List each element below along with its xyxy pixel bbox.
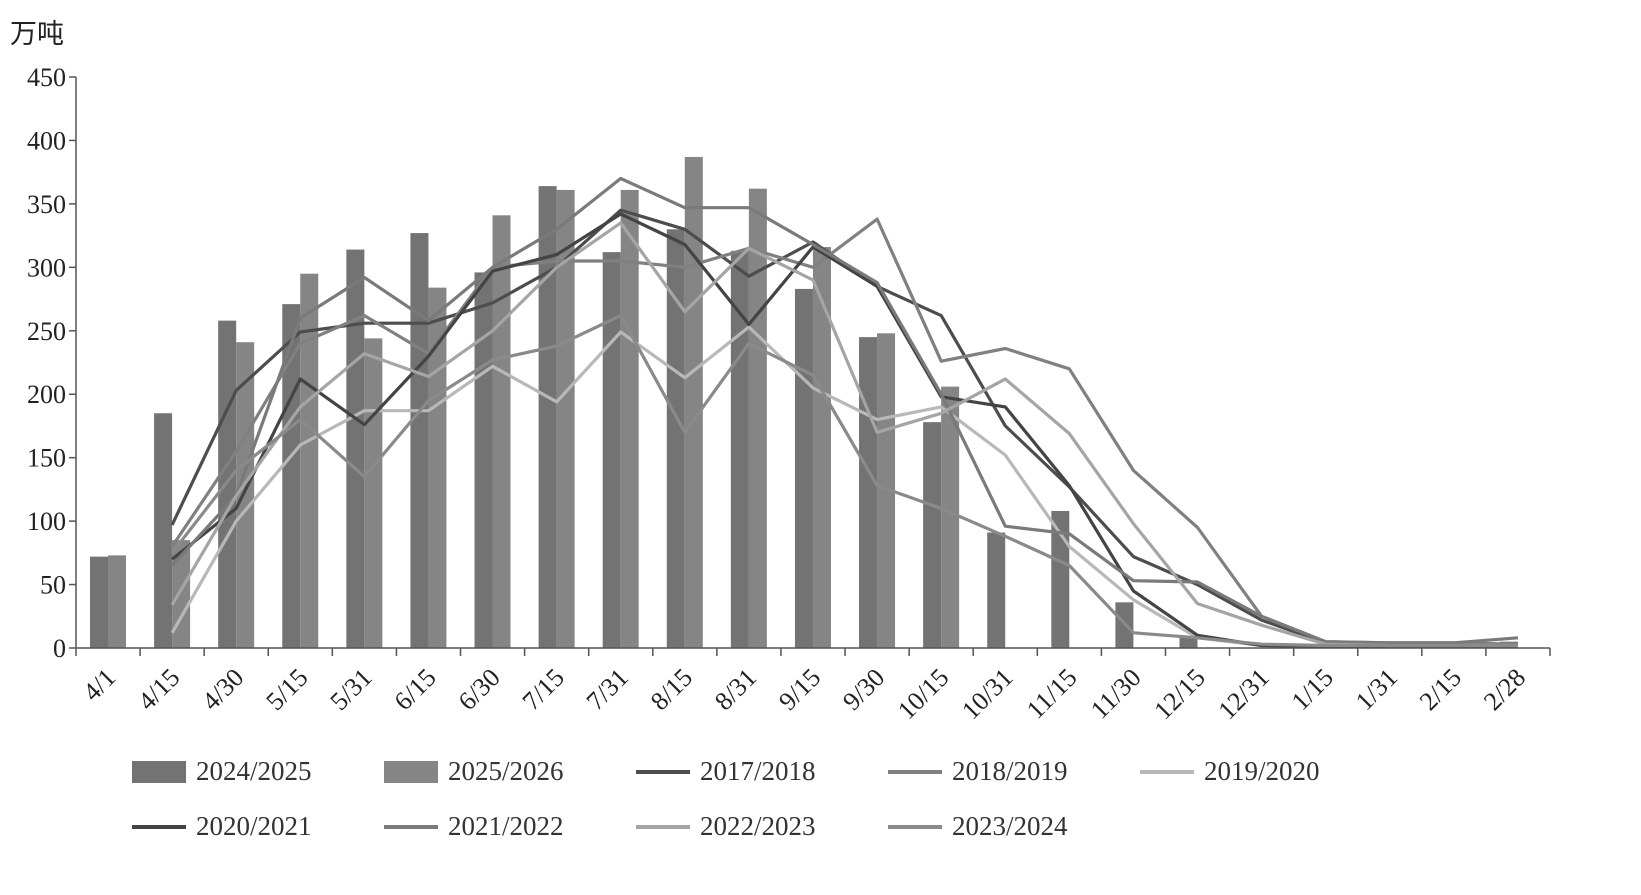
- y-tick-label: 200: [27, 380, 66, 409]
- bar-2025-2026-8-31: [748, 188, 767, 648]
- x-tick-label: 1/31: [1350, 663, 1403, 716]
- y-axis-unit-label: 万吨: [10, 19, 64, 50]
- legend-item: 2024/2025: [132, 756, 312, 787]
- bar-2025-2026-10-15: [941, 386, 960, 648]
- x-tick-label: 10/31: [956, 663, 1018, 725]
- bar-2024-2025-8-15: [666, 229, 685, 648]
- bar-2024-2025-7-15: [538, 186, 557, 648]
- x-tick-label: 11/15: [1021, 663, 1083, 725]
- x-tick-label: 7/15: [517, 663, 570, 716]
- legend-item: 2017/2018: [636, 756, 816, 787]
- legend-label: 2018/2019: [952, 756, 1068, 786]
- legend-swatch: [888, 769, 942, 774]
- bar-2025-2026-9-15: [812, 247, 831, 648]
- bar-2025-2026-5-31: [364, 338, 383, 648]
- legend-item: 2021/2022: [384, 811, 564, 842]
- legend-swatch: [1140, 769, 1194, 774]
- legend-swatch: [132, 760, 186, 783]
- x-tick-label: 9/30: [837, 663, 890, 716]
- legend-swatch: [888, 824, 942, 829]
- line-2022-2023: [170, 221, 1518, 648]
- y-tick-label: 250: [27, 317, 66, 346]
- line-2021-2022: [170, 176, 1519, 645]
- x-tick-label: 9/15: [773, 663, 826, 716]
- x-tick-label: 12/31: [1212, 663, 1274, 725]
- x-tick-label: 8/15: [645, 663, 698, 716]
- legend-swatch: [636, 824, 690, 829]
- bar-2024-2025-10-31: [987, 532, 1006, 648]
- legend-label: 2021/2022: [448, 811, 564, 841]
- x-tick-label: 4/15: [132, 663, 185, 716]
- x-tick-label: 1/15: [1286, 663, 1339, 716]
- bar-2025-2026-8-15: [684, 156, 703, 648]
- x-tick-label: 6/15: [389, 663, 442, 716]
- y-tick-label: 400: [27, 126, 66, 155]
- bar-2025-2026-6-30: [492, 215, 511, 648]
- y-tick-label: 100: [27, 507, 66, 536]
- bar-2024-2025-7-31: [602, 252, 621, 648]
- x-tick-label: 2/28: [1478, 663, 1531, 716]
- x-tick-label: 10/15: [892, 663, 954, 725]
- legend-item: 2020/2021: [132, 811, 312, 842]
- y-tick-label: 50: [40, 571, 66, 600]
- legend-item: 2022/2023: [636, 811, 816, 842]
- x-tick-label: 5/31: [324, 663, 377, 716]
- bar-2025-2026-6-15: [428, 287, 447, 648]
- legend-label: 2020/2021: [196, 811, 312, 841]
- legend-swatch: [636, 769, 690, 774]
- bar-2024-2025-4-15: [154, 413, 173, 648]
- x-tick-label: 6/30: [453, 663, 506, 716]
- x-tick-label: 7/31: [581, 663, 634, 716]
- bar-2024-2025-8-31: [730, 250, 749, 649]
- y-tick-label: 350: [27, 190, 66, 219]
- x-tick-label: 5/15: [260, 663, 313, 716]
- y-tick-label: 450: [27, 63, 66, 92]
- bar-2025-2026-7-31: [620, 189, 639, 649]
- legend-label: 2019/2020: [1204, 756, 1320, 786]
- x-tick-label: 11/30: [1085, 663, 1147, 725]
- x-tick-label: 4/30: [196, 663, 249, 716]
- x-tick-label: 12/15: [1148, 663, 1210, 725]
- legend-swatch: [384, 824, 438, 829]
- bar-2024-2025-9-15: [794, 288, 813, 648]
- legend-label: 2022/2023: [700, 811, 816, 841]
- legend-item: 2019/2020: [1140, 756, 1320, 787]
- legend-item: 2023/2024: [888, 811, 1068, 842]
- legend-item: 2025/2026: [384, 756, 564, 787]
- bar-2024-2025-12-15: [1179, 637, 1198, 648]
- legend-swatch: [132, 824, 186, 829]
- bar-2024-2025-11-15: [1051, 510, 1070, 648]
- legend-label: 2023/2024: [952, 811, 1068, 841]
- bar-2024-2025-9-30: [859, 337, 878, 648]
- legend-swatch: [384, 760, 438, 783]
- y-tick-label: 300: [27, 253, 66, 282]
- bar-2025-2026-5-15: [300, 273, 319, 648]
- legend-label: 2024/2025: [196, 756, 312, 786]
- legend-label: 2025/2026: [448, 756, 564, 786]
- bar-2024-2025-5-31: [346, 249, 365, 648]
- x-tick-label: 2/15: [1414, 663, 1467, 716]
- x-tick-label: 8/31: [709, 663, 762, 716]
- y-tick-label: 150: [27, 444, 66, 473]
- x-tick-label: 4/1: [77, 663, 121, 707]
- bar-2024-2025-6-30: [474, 272, 493, 648]
- bar-2025-2026-4-15: [172, 540, 191, 648]
- bar-2024-2025-6-15: [410, 233, 429, 648]
- legend-label: 2017/2018: [700, 756, 816, 786]
- bar-2024-2025-10-15: [923, 422, 942, 648]
- bar-2025-2026-9-30: [877, 333, 896, 648]
- bar-2024-2025-4-1: [90, 556, 108, 648]
- legend-item: 2018/2019: [888, 756, 1068, 787]
- bar-2025-2026-4-1: [108, 555, 126, 648]
- bar-2025-2026-7-15: [556, 189, 575, 649]
- bar-2025-2026-4-30: [236, 342, 255, 648]
- y-tick-label: 0: [53, 634, 66, 663]
- line-2023-2024: [170, 314, 1518, 648]
